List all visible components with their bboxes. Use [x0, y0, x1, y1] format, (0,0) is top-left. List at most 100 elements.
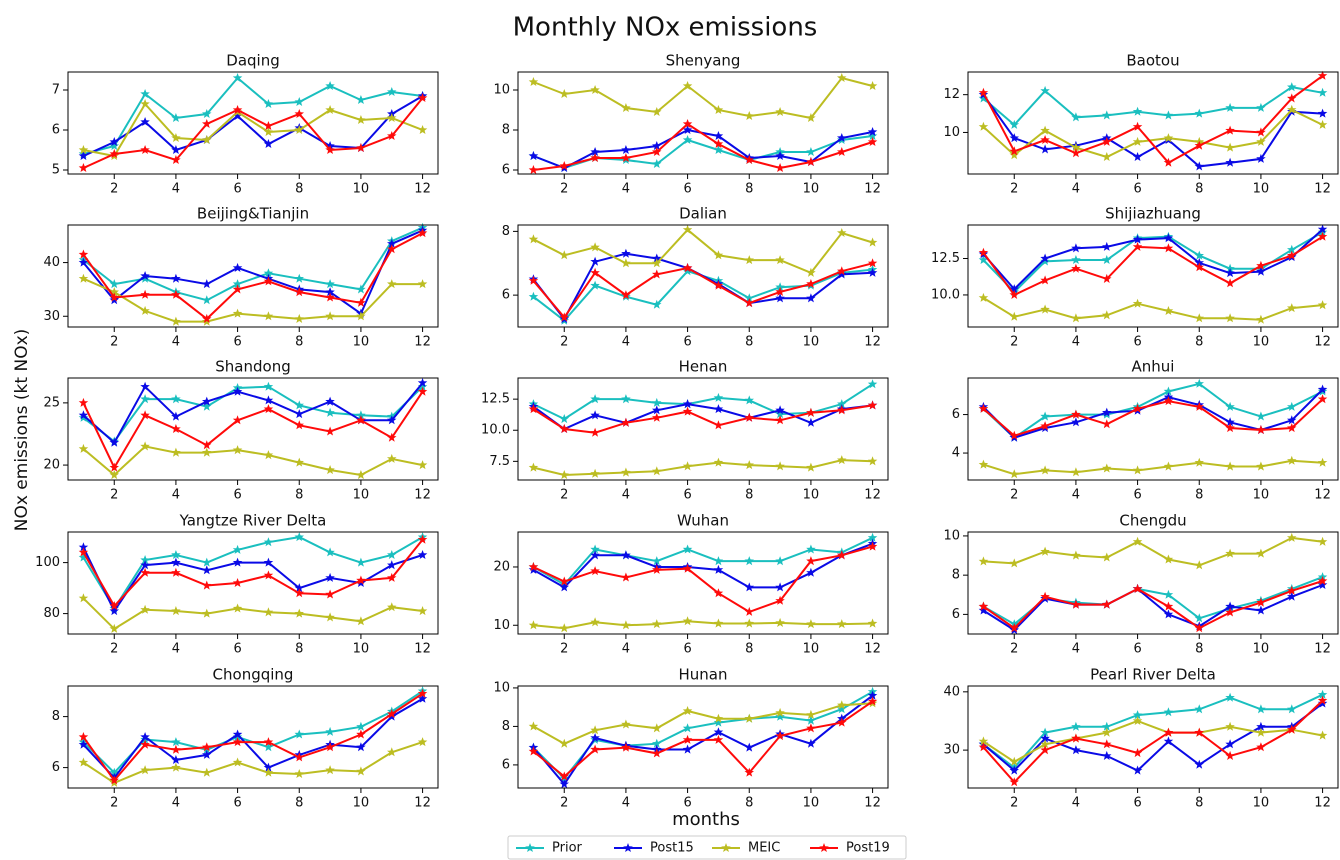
point-marker: [1317, 231, 1328, 241]
x-tick-label: 2: [560, 488, 568, 503]
point-marker: [652, 556, 662, 566]
series-line: [532, 252, 873, 321]
point-marker: [387, 550, 397, 559]
point-marker: [356, 742, 366, 752]
point-marker: [1071, 550, 1081, 560]
point-marker: [417, 737, 428, 747]
point-marker: [1256, 548, 1266, 558]
series-line: [82, 382, 424, 445]
point-marker: [294, 400, 304, 410]
series-line: [533, 135, 873, 170]
legend-marker: [623, 843, 633, 852]
point-marker: [1163, 233, 1174, 243]
y-tick-label: 6: [502, 757, 510, 772]
plot-frame: [967, 531, 1339, 635]
point-marker: [325, 287, 335, 297]
point-marker: [1009, 119, 1019, 129]
y-tick-label: 6: [52, 760, 60, 775]
point-marker: [1071, 313, 1081, 323]
point-marker: [1132, 234, 1143, 244]
point-marker: [140, 145, 150, 154]
point-marker: [978, 736, 989, 746]
point-marker: [1225, 739, 1235, 749]
series-line: [83, 76, 423, 155]
y-tick-label: 4: [952, 446, 960, 461]
point-marker: [109, 462, 119, 472]
point-marker: [978, 601, 989, 611]
series-line: [82, 538, 424, 608]
point-marker: [171, 113, 181, 122]
x-tick-label: 2: [110, 796, 118, 811]
point-marker: [78, 739, 89, 749]
point-marker: [1287, 250, 1297, 260]
point-marker: [559, 250, 569, 260]
point-marker: [652, 258, 662, 268]
point-marker: [806, 544, 816, 554]
point-marker: [263, 557, 274, 567]
point-marker: [621, 467, 631, 477]
point-marker: [713, 457, 724, 467]
series-line: [82, 690, 424, 775]
point-marker: [978, 403, 989, 413]
point-marker: [590, 256, 600, 266]
series-line: [982, 94, 1323, 168]
point-marker: [1040, 135, 1050, 144]
x-tick-label: 12: [864, 642, 881, 657]
y-tick-label: 6: [502, 288, 510, 303]
y-tick-label: 40: [943, 684, 960, 699]
point-marker: [417, 550, 428, 559]
point-marker: [387, 747, 397, 757]
point-marker: [140, 289, 150, 299]
point-marker: [325, 426, 335, 436]
point-marker: [140, 394, 150, 404]
point-marker: [590, 744, 600, 754]
point-marker: [1225, 313, 1235, 323]
y-tick-label: 10: [943, 125, 960, 140]
point-marker: [1009, 146, 1019, 156]
point-marker: [775, 409, 785, 419]
point-marker: [325, 765, 335, 775]
point-marker: [1102, 419, 1112, 429]
series-line: [532, 702, 873, 745]
series-line: [82, 536, 424, 611]
legend-label: Prior: [552, 841, 583, 856]
point-marker: [202, 565, 212, 575]
point-marker: [978, 292, 989, 302]
point-marker: [713, 280, 724, 290]
point-marker: [1256, 127, 1266, 137]
point-marker: [528, 404, 539, 414]
point-marker: [140, 560, 150, 570]
point-marker: [294, 313, 304, 323]
point-marker: [140, 117, 150, 126]
x-tick-label: 4: [172, 796, 180, 811]
point-marker: [867, 456, 878, 466]
y-tick-label: 10.0: [481, 423, 510, 438]
point-marker: [1132, 765, 1143, 775]
point-marker: [1163, 707, 1174, 717]
point-marker: [1317, 580, 1328, 589]
point-marker: [1102, 241, 1112, 251]
legend-label: Post19: [846, 841, 890, 856]
series-line: [982, 719, 1323, 763]
y-tick-label: 80: [43, 606, 60, 621]
point-marker: [775, 731, 785, 741]
point-marker: [1287, 82, 1297, 92]
point-marker: [1040, 256, 1050, 266]
point-marker: [744, 111, 754, 120]
point-marker: [775, 556, 785, 566]
point-marker: [140, 441, 150, 451]
point-marker: [263, 127, 274, 136]
point-marker: [325, 612, 335, 622]
point-marker: [1225, 102, 1235, 112]
point-marker: [1163, 243, 1174, 253]
x-tick-label: 4: [622, 642, 630, 657]
point-marker: [1256, 742, 1266, 752]
series-line: [532, 700, 874, 778]
point-marker: [1132, 403, 1143, 413]
point-marker: [294, 588, 304, 598]
point-marker: [232, 557, 243, 567]
point-marker: [775, 286, 785, 296]
panel-title: Shandong: [215, 358, 290, 376]
series-line: [983, 536, 1323, 567]
point-marker: [140, 765, 150, 775]
